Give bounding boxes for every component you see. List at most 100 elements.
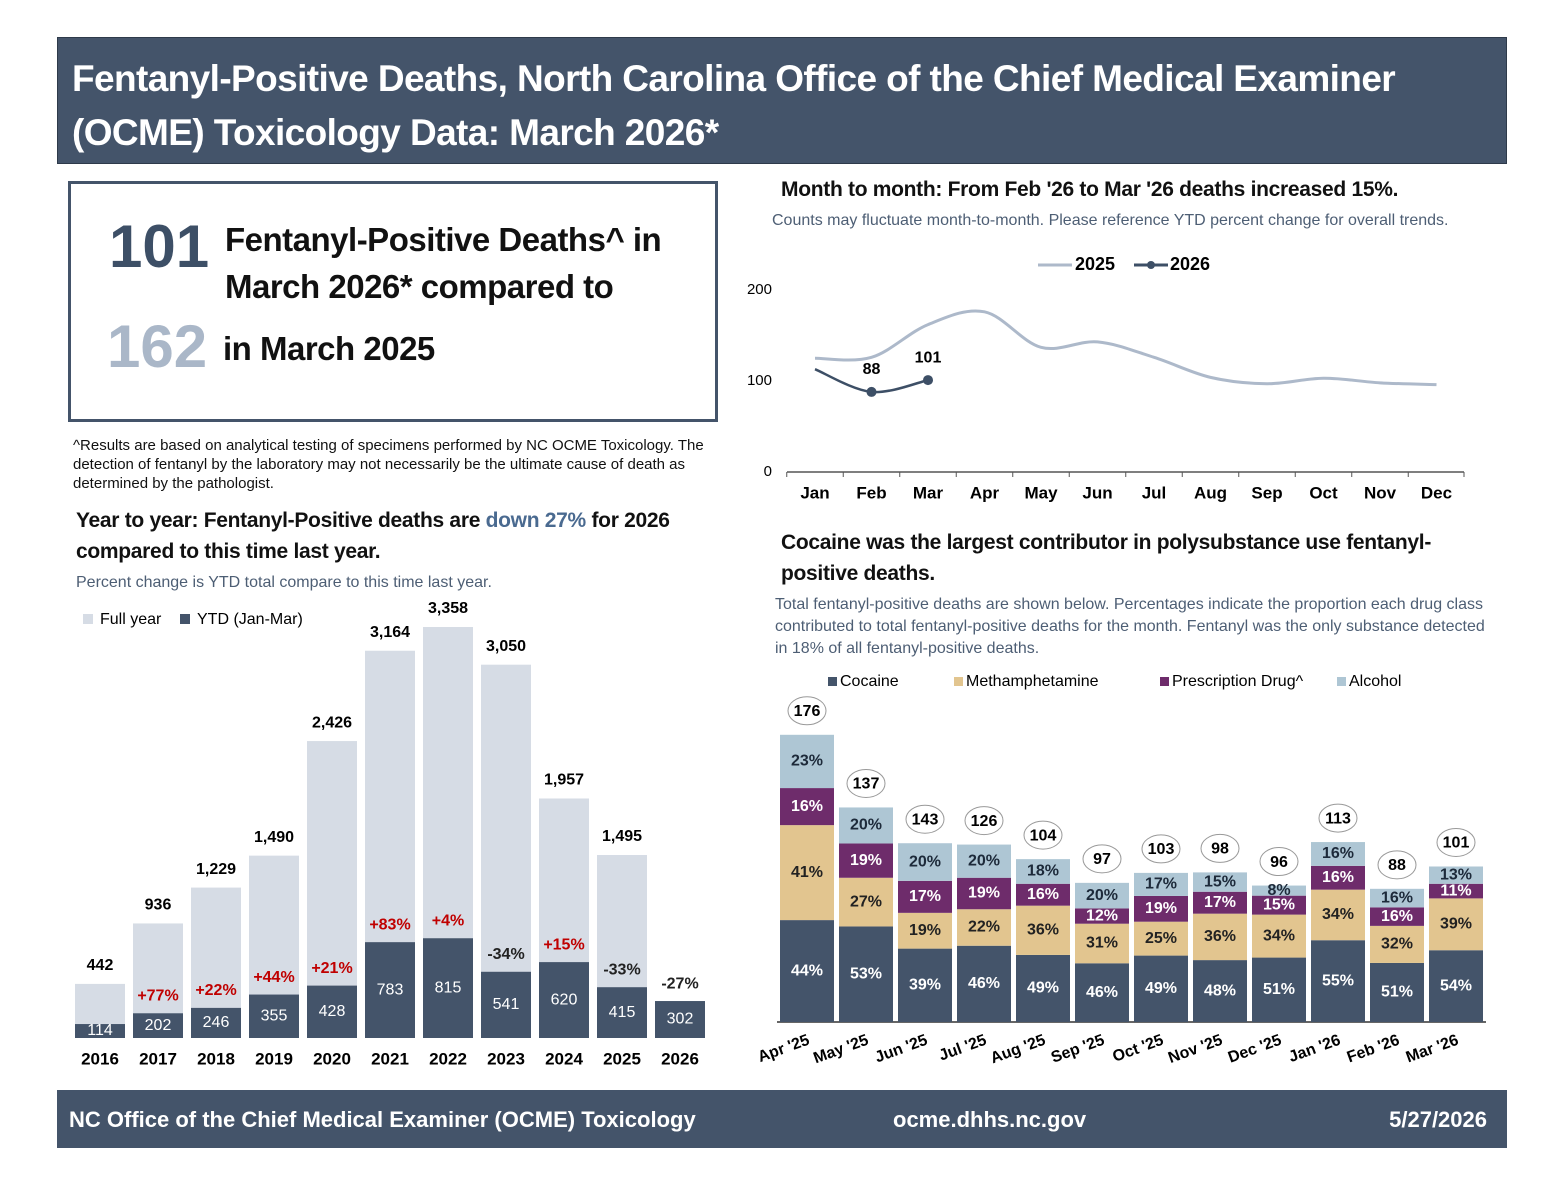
bar-segment: [898, 843, 952, 881]
title-part: for 2026 compared to this time last year…: [76, 509, 670, 563]
value-label: 16%: [1322, 869, 1354, 886]
x-tick-label: 2017: [139, 1049, 177, 1068]
x-tick-label: 2018: [197, 1049, 235, 1068]
pct-change-label: +44%: [253, 969, 294, 986]
total-label: 104: [1030, 827, 1057, 844]
total-label: 176: [794, 703, 821, 720]
x-tick-label: Oct '25: [1110, 1032, 1165, 1066]
value-label: 19%: [968, 885, 1000, 902]
bar-segment: [780, 920, 834, 1022]
value-label: 17%: [1145, 876, 1177, 893]
x-tick-label: May '25: [811, 1032, 871, 1068]
current-count: 101: [109, 213, 210, 280]
bar-segment: [1134, 872, 1188, 896]
value-label: 3,050: [486, 638, 526, 655]
value-label: 13%: [1440, 866, 1472, 883]
value-label: 783: [377, 981, 404, 998]
legend-label: Full year: [100, 611, 162, 628]
value-label: 53%: [850, 965, 882, 982]
x-tick-label: 2022: [429, 1049, 467, 1068]
legend-label: 2025: [1075, 254, 1115, 274]
x-tick-label: Jul '25: [937, 1032, 989, 1065]
total-label: 103: [1148, 841, 1175, 858]
bar-segment: [1429, 866, 1483, 884]
bar: [75, 1024, 125, 1038]
value-label: 49%: [1145, 980, 1177, 997]
month-subtitle: Counts may fluctuate month-to-month. Ple…: [772, 212, 1449, 229]
value-label: 12%: [1086, 907, 1118, 924]
legend-swatch: [828, 677, 837, 686]
value-label: 3,164: [370, 624, 410, 641]
pct-change-label: +15%: [543, 936, 584, 953]
value-label: 36%: [1204, 928, 1236, 945]
bar-segment: [1075, 908, 1129, 924]
value-label: 32%: [1381, 936, 1413, 953]
bar: [249, 994, 299, 1038]
value-label: 16%: [1322, 845, 1354, 862]
value-label: 815: [435, 979, 462, 996]
bar: [597, 987, 647, 1038]
x-tick-label: Jun '25: [873, 1032, 930, 1067]
value-label: 355: [261, 1007, 288, 1024]
total-bubble: [1436, 827, 1476, 857]
value-label: 15%: [1263, 896, 1295, 913]
bar-segment: [957, 844, 1011, 878]
header: Fentanyl-Positive Deaths, North Carolina…: [57, 37, 1507, 164]
total-bubble: [787, 696, 827, 726]
bar-segment: [957, 877, 1011, 910]
bar-segment: [1193, 891, 1247, 914]
pct-change-label: -27%: [661, 975, 698, 992]
x-tick-label: May: [1024, 483, 1058, 502]
total-bubble: [846, 768, 886, 798]
bar-segment: [1252, 957, 1306, 1022]
bar: [191, 1007, 241, 1038]
bar-segment: [780, 825, 834, 921]
x-tick-label: Aug: [1194, 483, 1227, 502]
bar-segment: [1134, 895, 1188, 922]
value-label: 25%: [1145, 930, 1177, 947]
bar-segment: [1075, 963, 1129, 1022]
value-label: 54%: [1440, 977, 1472, 994]
summary-box: 101 Fentanyl-Positive Deaths^ in March 2…: [68, 181, 718, 422]
value-label: 17%: [909, 888, 941, 905]
bar: [655, 1001, 705, 1038]
total-bubble: [1141, 834, 1181, 864]
bar-segment: [1370, 888, 1424, 908]
x-tick-label: 2026: [661, 1049, 699, 1068]
pct-change-label: +4%: [432, 912, 464, 929]
y-tick-label: 0: [764, 463, 772, 480]
bar-segment: [1429, 898, 1483, 951]
legend-label: YTD (Jan-Mar): [197, 611, 303, 628]
y-tick-label: 200: [747, 281, 772, 298]
value-label: 36%: [1027, 922, 1059, 939]
total-bubble: [905, 804, 945, 834]
bar: [539, 962, 589, 1038]
value-label: 246: [203, 1014, 230, 1031]
value-label: 442: [87, 957, 114, 974]
year-title: Year to year: Fentanyl-Positive deaths a…: [76, 505, 726, 567]
legend-marker: [1147, 261, 1155, 269]
current-text: Fentanyl-Positive Deaths^ in March 2026*…: [225, 221, 662, 305]
x-tick-label: Apr: [970, 483, 1000, 502]
bar-segment: [1252, 885, 1306, 896]
legend-label: 2026: [1170, 254, 1210, 274]
x-tick-label: Dec: [1421, 483, 1452, 502]
marker: [866, 386, 877, 397]
value-label: 17%: [1204, 894, 1236, 911]
total-label: 97: [1093, 851, 1111, 868]
total-label: 126: [971, 813, 998, 830]
x-tick-label: Jan '26: [1287, 1032, 1343, 1066]
footer-right: 5/27/2026: [1389, 1107, 1487, 1132]
value-label: 34%: [1322, 906, 1354, 923]
value-label: 18%: [1027, 863, 1059, 880]
x-tick-label: Jan: [800, 483, 829, 502]
total-label: 101: [1443, 835, 1470, 852]
pct-change-label: -33%: [603, 961, 640, 978]
value-label: 55%: [1322, 972, 1354, 989]
legend-swatch: [1337, 677, 1346, 686]
bar-segment: [1016, 883, 1070, 906]
bar-segment: [1016, 905, 1070, 955]
previous-count: 162: [107, 313, 208, 380]
value-label: 20%: [850, 817, 882, 834]
previous-text: in March 2025: [223, 330, 435, 367]
